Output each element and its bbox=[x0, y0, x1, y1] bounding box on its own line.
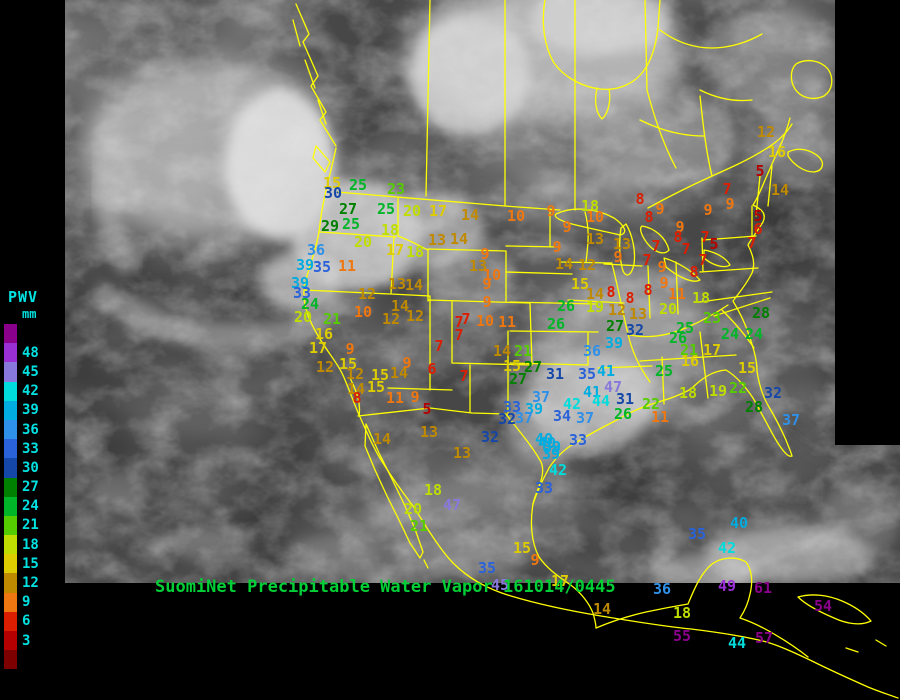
lake-huron bbox=[640, 225, 670, 254]
legend-value-label: 12 bbox=[22, 575, 39, 592]
yucatan bbox=[595, 557, 809, 658]
legend-value-label: 33 bbox=[22, 440, 39, 457]
legend-color-swatch bbox=[4, 419, 17, 440]
atlantic-gulf-coast bbox=[532, 117, 793, 505]
legend-value-label: 18 bbox=[22, 536, 39, 553]
legend-value-label: 42 bbox=[22, 383, 39, 400]
caribbean-islands bbox=[845, 639, 887, 653]
legend-value-label: 9 bbox=[22, 594, 31, 611]
cuba bbox=[797, 594, 872, 625]
legend-color-swatch bbox=[4, 439, 17, 459]
legend-entry: 48 bbox=[4, 343, 64, 363]
legend-entry: 6 bbox=[4, 611, 64, 631]
legend-value-label: 24 bbox=[22, 498, 39, 515]
lake-ontario bbox=[703, 249, 731, 268]
legend-color-swatch bbox=[4, 381, 17, 401]
legend-color-swatch bbox=[4, 554, 17, 574]
legend-color-swatch bbox=[4, 515, 17, 536]
legend-entry: 36 bbox=[4, 419, 64, 440]
legend-color-swatch bbox=[4, 324, 17, 344]
legend-entry: 12 bbox=[4, 573, 64, 593]
pwv-legend: PWV mm 48 45 42 39 36 33 30 27 24 21 18 15 12 9 6 3 bbox=[4, 288, 64, 670]
legend-entry: 21 bbox=[4, 515, 64, 536]
legend-value-label: 3 bbox=[22, 632, 31, 649]
north-canada-lines bbox=[639, 29, 763, 137]
legend-value-label: 36 bbox=[22, 421, 39, 438]
legend-color-swatch bbox=[4, 477, 17, 497]
coastal-islands bbox=[292, 19, 327, 125]
legend-color-swatch bbox=[4, 535, 17, 555]
legend-color-swatch bbox=[4, 573, 17, 593]
legend-entry bbox=[4, 650, 64, 670]
legend-entry: 3 bbox=[4, 631, 64, 651]
lake-erie bbox=[663, 257, 701, 282]
western-state-borders bbox=[303, 197, 551, 417]
lake-michigan bbox=[619, 223, 636, 276]
nova-scotia bbox=[787, 148, 824, 173]
legend-color-swatch bbox=[4, 343, 17, 363]
eastern-state-borders bbox=[629, 165, 773, 405]
legend-color-swatch bbox=[4, 400, 17, 420]
legend-color-swatch bbox=[4, 362, 17, 382]
baja-california bbox=[364, 423, 429, 569]
legend-value-label: 48 bbox=[22, 344, 39, 361]
legend-color-swatch bbox=[4, 611, 17, 631]
legend-entry: 27 bbox=[4, 477, 64, 497]
product-timestamp: 161014/0445 bbox=[503, 577, 616, 597]
alaska-panhandle-coast bbox=[295, 3, 337, 147]
legend-entry: 33 bbox=[4, 439, 64, 459]
product-name: SuomiNet Precipitable Water Vapor bbox=[155, 577, 493, 597]
legend-color-swatch bbox=[4, 631, 17, 651]
legend-entry: 18 bbox=[4, 535, 64, 555]
legend-value-label: 39 bbox=[22, 402, 39, 419]
legend-entry: 30 bbox=[4, 458, 64, 478]
pacific-coast bbox=[303, 147, 899, 699]
legend-entry: 39 bbox=[4, 400, 64, 420]
legend-value-label: 27 bbox=[22, 479, 39, 496]
legend-entry: 24 bbox=[4, 496, 64, 516]
vancouver-island bbox=[312, 145, 331, 173]
legend-value-label: 6 bbox=[22, 613, 31, 630]
legend-entry: 15 bbox=[4, 554, 64, 574]
legend-entries: 48 45 42 39 36 33 30 27 24 21 18 15 12 9 6 3 bbox=[4, 324, 64, 670]
legend-color-swatch bbox=[4, 650, 17, 670]
map-title: SuomiNet Precipitable Water Vapor 161014… bbox=[155, 577, 616, 597]
mexico-east-coast bbox=[530, 503, 597, 629]
legend-entry: 9 bbox=[4, 592, 64, 612]
legend-title: PWV bbox=[8, 288, 39, 306]
legend-value-label: 30 bbox=[22, 459, 39, 476]
province-borders bbox=[425, 0, 713, 211]
map-outlines bbox=[292, 0, 899, 699]
legend-color-swatch bbox=[4, 458, 17, 478]
legend-entry bbox=[4, 324, 64, 344]
legend-value-label: 45 bbox=[22, 363, 39, 380]
legend-entry: 42 bbox=[4, 381, 64, 401]
st-lawrence bbox=[647, 123, 793, 209]
satellite-imagery bbox=[65, 0, 900, 583]
legend-value-label: 21 bbox=[22, 517, 39, 534]
legend-color-swatch bbox=[4, 496, 17, 516]
legend-value-label: 15 bbox=[22, 555, 39, 572]
legend-unit: mm bbox=[22, 307, 37, 321]
legend-color-swatch bbox=[4, 592, 17, 612]
newfoundland bbox=[790, 59, 833, 100]
hudson-bay bbox=[542, 0, 661, 91]
legend-entry: 45 bbox=[4, 362, 64, 382]
plains-state-borders bbox=[505, 211, 653, 415]
james-bay bbox=[595, 87, 611, 120]
